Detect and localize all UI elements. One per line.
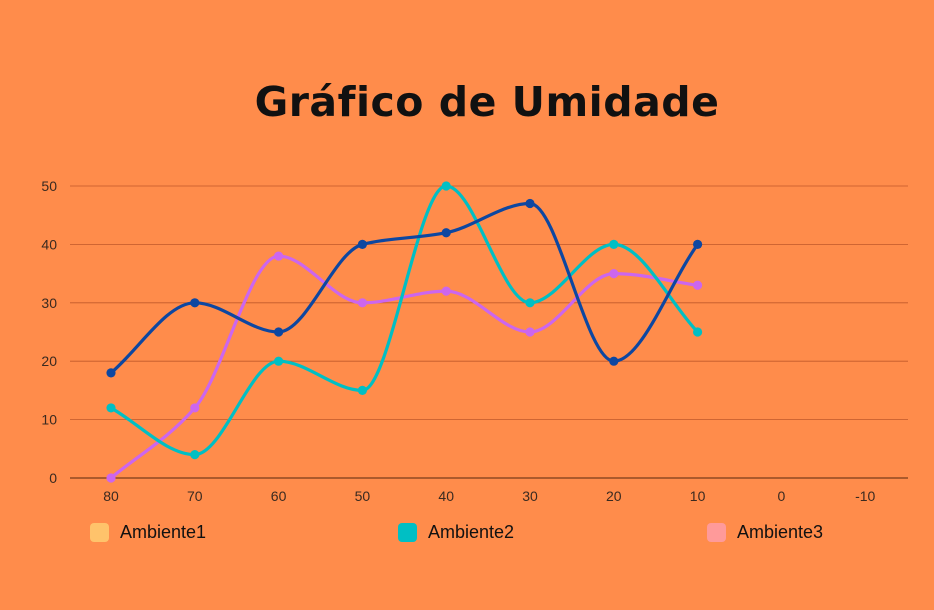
data-point-ambiente1[interactable] bbox=[190, 298, 200, 308]
data-point-ambiente2[interactable] bbox=[274, 356, 284, 366]
y-tick-label: 50 bbox=[41, 178, 57, 194]
data-point-ambiente3[interactable] bbox=[609, 269, 619, 279]
data-point-ambiente3[interactable] bbox=[525, 327, 535, 337]
legend-item-ambiente3[interactable]: Ambiente3 bbox=[707, 522, 823, 543]
data-point-ambiente2[interactable] bbox=[609, 239, 619, 249]
data-point-ambiente1[interactable] bbox=[693, 239, 703, 249]
legend-swatch-ambiente2 bbox=[398, 523, 417, 542]
data-point-ambiente3[interactable] bbox=[693, 280, 703, 290]
data-point-ambiente1[interactable] bbox=[525, 198, 535, 209]
data-point-ambiente1[interactable] bbox=[441, 228, 451, 238]
x-tick-label: -10 bbox=[855, 488, 875, 504]
x-tick-label: 30 bbox=[522, 488, 538, 504]
data-point-ambiente3[interactable] bbox=[441, 286, 451, 296]
data-point-ambiente2[interactable] bbox=[441, 181, 451, 191]
chart-title: Gráfico de Umidade bbox=[254, 78, 720, 126]
legend-item-ambiente1[interactable]: Ambiente1 bbox=[90, 522, 206, 543]
x-tick-label: 0 bbox=[778, 488, 786, 504]
data-point-ambiente1[interactable] bbox=[274, 327, 284, 337]
data-point-ambiente3[interactable] bbox=[357, 298, 367, 308]
legend-swatch-ambiente3 bbox=[707, 523, 726, 542]
legend-label-ambiente2: Ambiente2 bbox=[428, 522, 515, 542]
x-tick-label: 70 bbox=[187, 488, 203, 504]
x-tick-label: 40 bbox=[438, 488, 454, 504]
legend-swatch-ambiente1 bbox=[90, 523, 109, 542]
x-tick-label: 60 bbox=[271, 488, 287, 504]
data-point-ambiente3[interactable] bbox=[190, 403, 200, 413]
series-line-ambiente3[interactable] bbox=[109, 254, 700, 480]
data-point-ambiente1[interactable] bbox=[106, 368, 116, 378]
y-tick-label: 40 bbox=[41, 236, 57, 252]
legend-label-ambiente3: Ambiente3 bbox=[737, 522, 824, 542]
series-line-ambiente2[interactable] bbox=[109, 184, 700, 457]
data-point-ambiente2[interactable] bbox=[190, 450, 200, 460]
x-tick-label: 80 bbox=[103, 488, 119, 504]
chart-legend: Ambiente1 Ambiente2 Ambiente3 bbox=[0, 522, 934, 548]
data-point-ambiente1[interactable] bbox=[609, 356, 619, 366]
x-tick-label: 50 bbox=[355, 488, 371, 504]
y-tick-label: 0 bbox=[49, 470, 57, 486]
data-point-ambiente2[interactable] bbox=[693, 327, 703, 337]
y-tick-label: 30 bbox=[41, 295, 57, 311]
data-point-ambiente2[interactable] bbox=[106, 403, 116, 413]
x-tick-label: 20 bbox=[606, 488, 622, 504]
data-point-ambiente2[interactable] bbox=[357, 385, 367, 395]
data-point-ambiente3[interactable] bbox=[274, 251, 284, 261]
legend-item-ambiente2[interactable]: Ambiente2 bbox=[398, 522, 514, 543]
legend-label-ambiente1: Ambiente1 bbox=[120, 522, 207, 542]
y-tick-label: 10 bbox=[41, 412, 57, 428]
y-tick-label: 20 bbox=[41, 353, 57, 369]
data-point-ambiente1[interactable] bbox=[357, 239, 367, 249]
data-point-ambiente3[interactable] bbox=[106, 473, 116, 483]
data-point-ambiente2[interactable] bbox=[525, 298, 535, 308]
x-tick-label: 10 bbox=[690, 488, 706, 504]
